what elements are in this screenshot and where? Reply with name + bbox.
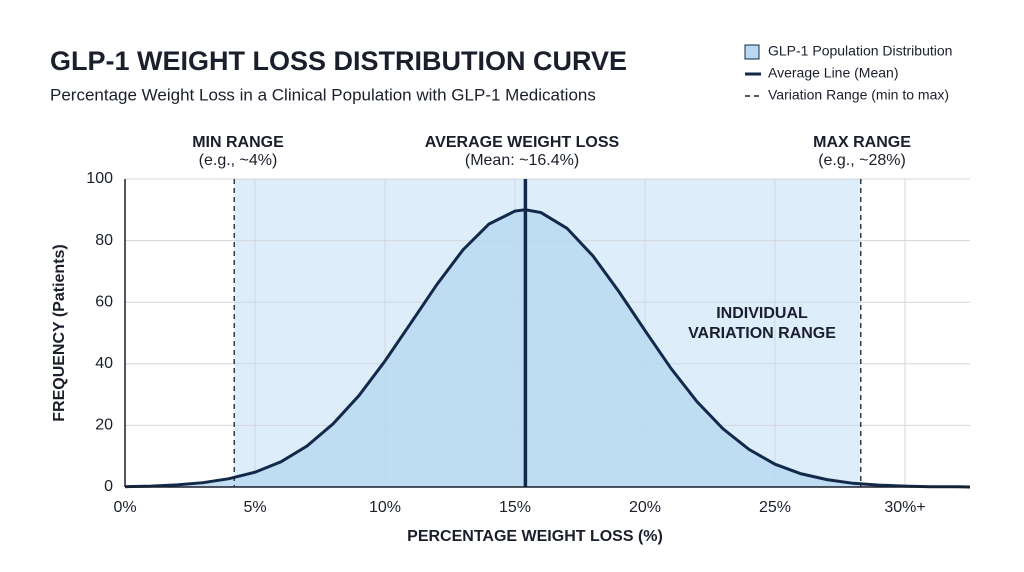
y-axis-title: FREQUENCY (Patients) [51, 244, 68, 422]
y-tick-label: 100 [86, 170, 113, 187]
min-sublabel: (e.g., ~4%) [199, 152, 278, 169]
range-inner-label: VARIATION RANGE [688, 325, 836, 342]
legend-label: Average Line (Mean) [768, 65, 898, 81]
legend-label: Variation Range (min to max) [768, 87, 949, 103]
x-tick-label: 30%+ [884, 499, 925, 516]
x-tick-label: 10% [369, 499, 401, 516]
mean-label: AVERAGE WEIGHT LOSS [425, 134, 620, 151]
x-tick-label: 20% [629, 499, 661, 516]
x-tick-label: 25% [759, 499, 791, 516]
x-axis-title: PERCENTAGE WEIGHT LOSS (%) [407, 528, 663, 545]
y-tick-label: 40 [95, 355, 113, 372]
range-inner-label: INDIVIDUAL [716, 305, 808, 322]
curve-line [124, 208, 971, 489]
y-tick-label: 0 [104, 478, 113, 495]
legend-label: GLP-1 Population Distribution [768, 43, 952, 59]
mean-sublabel: (Mean: ~16.4%) [465, 152, 579, 169]
area-fill [125, 209, 970, 488]
x-tick-label: 5% [243, 499, 266, 516]
chart-title: GLP-1 WEIGHT LOSS DISTRIBUTION CURVE [50, 46, 627, 76]
legend: GLP-1 Population Distribution Average Lin… [744, 43, 952, 103]
max-label: MAX RANGE [813, 134, 911, 151]
y-tick-label: 60 [95, 293, 113, 310]
x-tick-label: 15% [499, 499, 531, 516]
legend-swatch [744, 44, 760, 60]
min-label: MIN RANGE [192, 134, 284, 151]
max-sublabel: (e.g., ~28%) [818, 152, 906, 169]
y-tick-label: 20 [95, 417, 113, 434]
x-tick-label: 0% [113, 499, 136, 516]
chart-subtitle: Percentage Weight Loss in a Clinical Pop… [50, 85, 596, 104]
y-tick-label: 80 [95, 232, 113, 249]
